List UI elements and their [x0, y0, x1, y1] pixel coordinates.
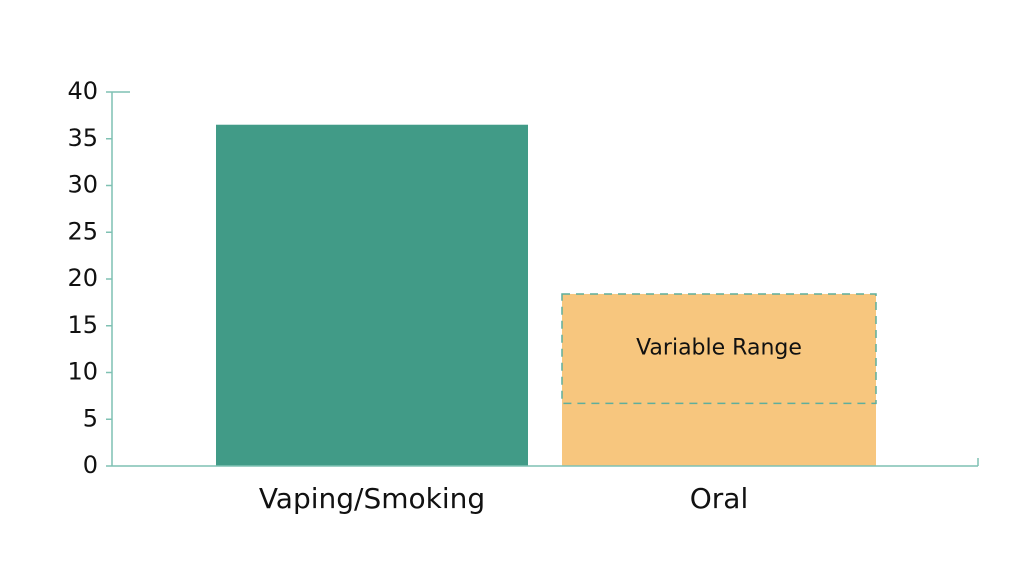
variable-range-label: Variable Range — [636, 336, 802, 361]
bar — [216, 124, 528, 466]
y-tick-label: 10 — [67, 358, 98, 386]
y-tick-label: 35 — [67, 124, 98, 152]
variable-range-box — [561, 293, 877, 405]
y-tick-label: 20 — [67, 264, 98, 292]
y-tick-label: 5 — [83, 404, 98, 432]
y-tick-label: 15 — [67, 311, 98, 339]
y-tick-label: 30 — [67, 171, 98, 199]
y-tick-label: 25 — [67, 217, 98, 245]
x-tick-label: Vaping/Smoking — [259, 482, 485, 515]
bar — [562, 293, 876, 466]
y-tick-label: 40 — [67, 77, 98, 105]
y-tick-label: 0 — [83, 451, 98, 479]
x-tick-label: Oral — [690, 482, 749, 515]
